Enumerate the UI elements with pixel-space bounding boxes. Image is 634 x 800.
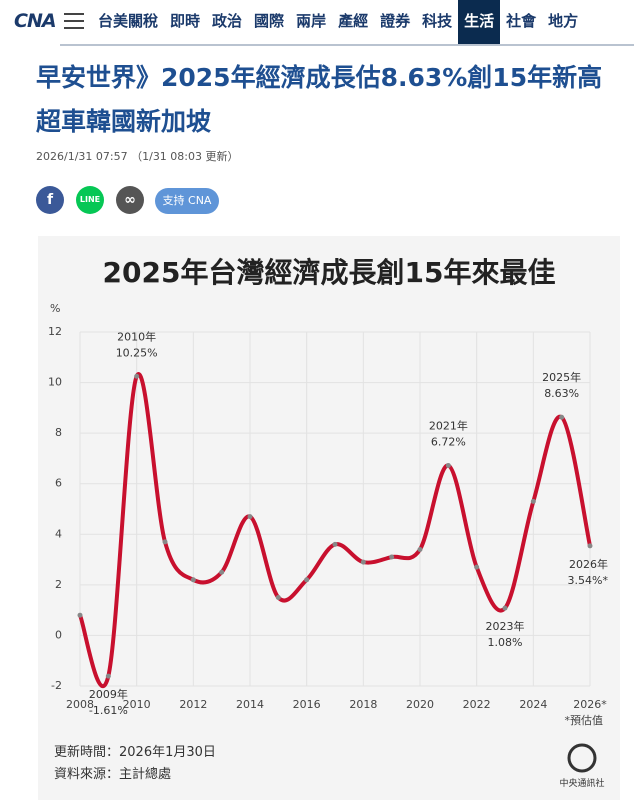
update-date: （1/31 08:03 更新） — [131, 150, 239, 163]
nav-item[interactable]: 政治 — [212, 12, 243, 30]
y-tick-label: 6 — [55, 477, 62, 490]
x-tick-label: 2016 — [293, 698, 321, 711]
chart-background — [38, 236, 620, 800]
nav-item[interactable]: 生活 — [458, 0, 501, 45]
y-tick-label: 4 — [55, 527, 62, 540]
chart: 2025年台灣經濟成長創15年來最佳 % *預估值 更新時間：2026年1月30… — [38, 236, 620, 800]
line — [78, 372, 592, 689]
nav-items: 台美關稅 即時 政治 國際 兩岸 產經 證券 科技 生活 社會 地方 — [92, 0, 584, 45]
nav-item[interactable]: 社會 — [506, 12, 537, 30]
nav-item[interactable]: 證券 — [380, 12, 411, 30]
divider — [60, 44, 634, 46]
point — [162, 539, 168, 545]
support-button[interactable]: 支持 CNA — [155, 188, 219, 214]
value-label: 6.72% — [431, 436, 466, 449]
point — [587, 543, 593, 549]
logo[interactable]: CNA — [14, 10, 57, 32]
nav-item[interactable]: 地方 — [548, 12, 579, 30]
y-tick-label: 10 — [48, 376, 62, 389]
line-share[interactable]: LINE — [76, 186, 104, 214]
x-tick-label: 2010 — [123, 698, 151, 711]
nav-item[interactable]: 科技 — [422, 12, 453, 30]
updated-time: 更新時間：2026年1月30日 — [54, 744, 216, 760]
x-tick-label: 2024 — [519, 698, 547, 711]
point-label: 2023年 — [486, 619, 525, 633]
x-tick-label: 2014 — [236, 698, 264, 711]
point — [559, 414, 565, 420]
nav-item[interactable]: 國際 — [254, 12, 285, 30]
nav-item[interactable]: 產經 — [338, 12, 369, 30]
point-label: 2010年 — [117, 329, 156, 343]
point-label: 2009年 — [89, 687, 128, 701]
brand-logo — [567, 743, 597, 773]
date: 2026/1/31 07:57 （1/31 08:03 更新） — [36, 148, 239, 164]
point — [445, 463, 451, 469]
facebook-share[interactable]: f — [36, 186, 64, 214]
nav-item[interactable]: 台美關稅 — [98, 12, 159, 30]
nav-bar: CNA 台美關稅 即時 政治 國際 兩岸 產經 證券 科技 生活 社會 地方 — [0, 0, 634, 46]
point — [389, 554, 395, 560]
value-label: 10.25% — [116, 346, 158, 359]
point-label: 2026年 — [569, 557, 608, 571]
y-tick-label: 0 — [55, 628, 62, 641]
menu-button[interactable] — [64, 13, 84, 29]
point — [275, 595, 281, 600]
x-tick-label: 2008 — [66, 698, 94, 711]
value-label: 1.08% — [488, 636, 523, 649]
value-label: 3.54%* — [568, 574, 609, 587]
y-tick-label: -2 — [51, 679, 62, 692]
point — [304, 577, 310, 583]
value-label: -1.61% — [89, 704, 128, 717]
point-label: 2021年 — [429, 419, 468, 433]
point — [417, 546, 423, 552]
point — [219, 569, 225, 575]
point — [134, 373, 140, 379]
point — [247, 514, 253, 520]
footnote: *預估值 — [565, 714, 604, 727]
point — [530, 498, 536, 504]
x-tick-label: 2026* — [573, 698, 607, 711]
chart-title: 2025年台灣經濟成長創15年來最佳 — [103, 256, 556, 289]
x-tick-label: 2018 — [349, 698, 377, 711]
publish-date: 2026/1/31 07:57 — [36, 150, 128, 163]
point-label: 2025年 — [542, 370, 581, 384]
value-label: 8.63% — [544, 387, 579, 400]
point — [502, 605, 508, 611]
point — [332, 541, 338, 547]
x-tick-label: 2020 — [406, 698, 434, 711]
x-tick-label: 2022 — [463, 698, 491, 711]
source: 資料來源：主計總處 — [54, 766, 171, 782]
copy-link[interactable]: ∞ — [116, 186, 144, 214]
nav-item[interactable]: 兩岸 — [296, 12, 327, 30]
point — [474, 564, 480, 570]
point — [77, 612, 83, 618]
nav-item[interactable]: 即時 — [170, 12, 201, 30]
point — [190, 577, 196, 583]
point — [105, 673, 111, 679]
point — [360, 559, 366, 565]
brand-name: 中央通訊社 — [559, 777, 604, 789]
article-title: 早安世界》2025年經濟成長估8.63%創15年新高 超車韓國新加坡 — [36, 63, 628, 136]
y-tick-label: 12 — [48, 325, 62, 338]
x-tick-label: 2012 — [179, 698, 207, 711]
y-unit: % — [50, 302, 60, 315]
y-tick-label: 8 — [55, 426, 62, 439]
y-tick-label: 2 — [55, 578, 62, 591]
